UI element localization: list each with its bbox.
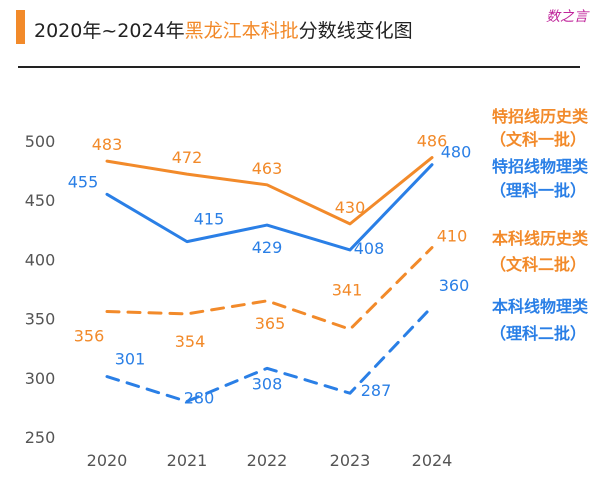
legend-entry: 本科线历史类 bbox=[492, 229, 589, 248]
data-label: 415 bbox=[194, 210, 225, 229]
series-line bbox=[105, 246, 434, 331]
y-tick-label: 300 bbox=[25, 369, 56, 388]
y-tick-label: 400 bbox=[25, 250, 56, 269]
data-label: 429 bbox=[252, 238, 283, 257]
x-tick-label: 2022 bbox=[247, 451, 288, 470]
legend-entry-subtitle: （文科一批） bbox=[490, 130, 586, 149]
data-label: 408 bbox=[354, 239, 385, 258]
y-tick-label: 350 bbox=[25, 310, 56, 329]
x-tick-label: 2023 bbox=[330, 451, 371, 470]
data-label: 463 bbox=[252, 159, 283, 178]
y-tick-label: 450 bbox=[25, 191, 56, 210]
data-label: 430 bbox=[335, 198, 366, 217]
legend-entry: 本科线物理类 bbox=[492, 297, 589, 316]
legend-entry-subtitle: （理科一批） bbox=[490, 181, 586, 200]
y-tick-label: 500 bbox=[25, 132, 56, 151]
data-label: 301 bbox=[115, 350, 146, 369]
legend-entry: 特招线物理类 bbox=[492, 157, 589, 176]
data-label: 486 bbox=[417, 132, 448, 151]
title-highlight: 黑龙江本科批 bbox=[184, 20, 299, 42]
data-label: 280 bbox=[184, 388, 215, 407]
y-tick-label: 250 bbox=[25, 428, 56, 447]
chart-title: 2020年~2024年黑龙江本科批分数线变化图 bbox=[34, 16, 413, 43]
data-label: 360 bbox=[439, 276, 470, 295]
watermark-logo: 数之言 bbox=[546, 9, 588, 25]
legend-entry: 特招线历史类 bbox=[492, 107, 589, 126]
data-label: 365 bbox=[255, 314, 286, 333]
data-label: 341 bbox=[332, 280, 363, 299]
x-tick-label: 2021 bbox=[167, 451, 208, 470]
data-label: 455 bbox=[68, 172, 99, 191]
data-label: 472 bbox=[172, 148, 203, 167]
data-label: 308 bbox=[252, 374, 283, 393]
data-label: 410 bbox=[437, 227, 468, 246]
title-prefix: 2020年~2024年 bbox=[34, 20, 185, 42]
data-label: 356 bbox=[74, 326, 105, 345]
x-tick-label: 2024 bbox=[412, 451, 453, 470]
series-line bbox=[105, 305, 434, 403]
legend-entry-subtitle: （理科二批） bbox=[490, 324, 586, 343]
title-divider bbox=[18, 66, 580, 68]
title-suffix: 分数线变化图 bbox=[298, 20, 413, 42]
title-accent-bar bbox=[16, 10, 25, 44]
series-line bbox=[105, 156, 434, 226]
series-line bbox=[105, 163, 434, 252]
data-label: 354 bbox=[175, 332, 206, 351]
data-label: 287 bbox=[361, 381, 392, 400]
data-label: 480 bbox=[441, 143, 472, 162]
x-tick-label: 2020 bbox=[87, 451, 128, 470]
legend-entry-subtitle: （文科二批） bbox=[490, 255, 586, 274]
data-label: 483 bbox=[92, 135, 123, 154]
